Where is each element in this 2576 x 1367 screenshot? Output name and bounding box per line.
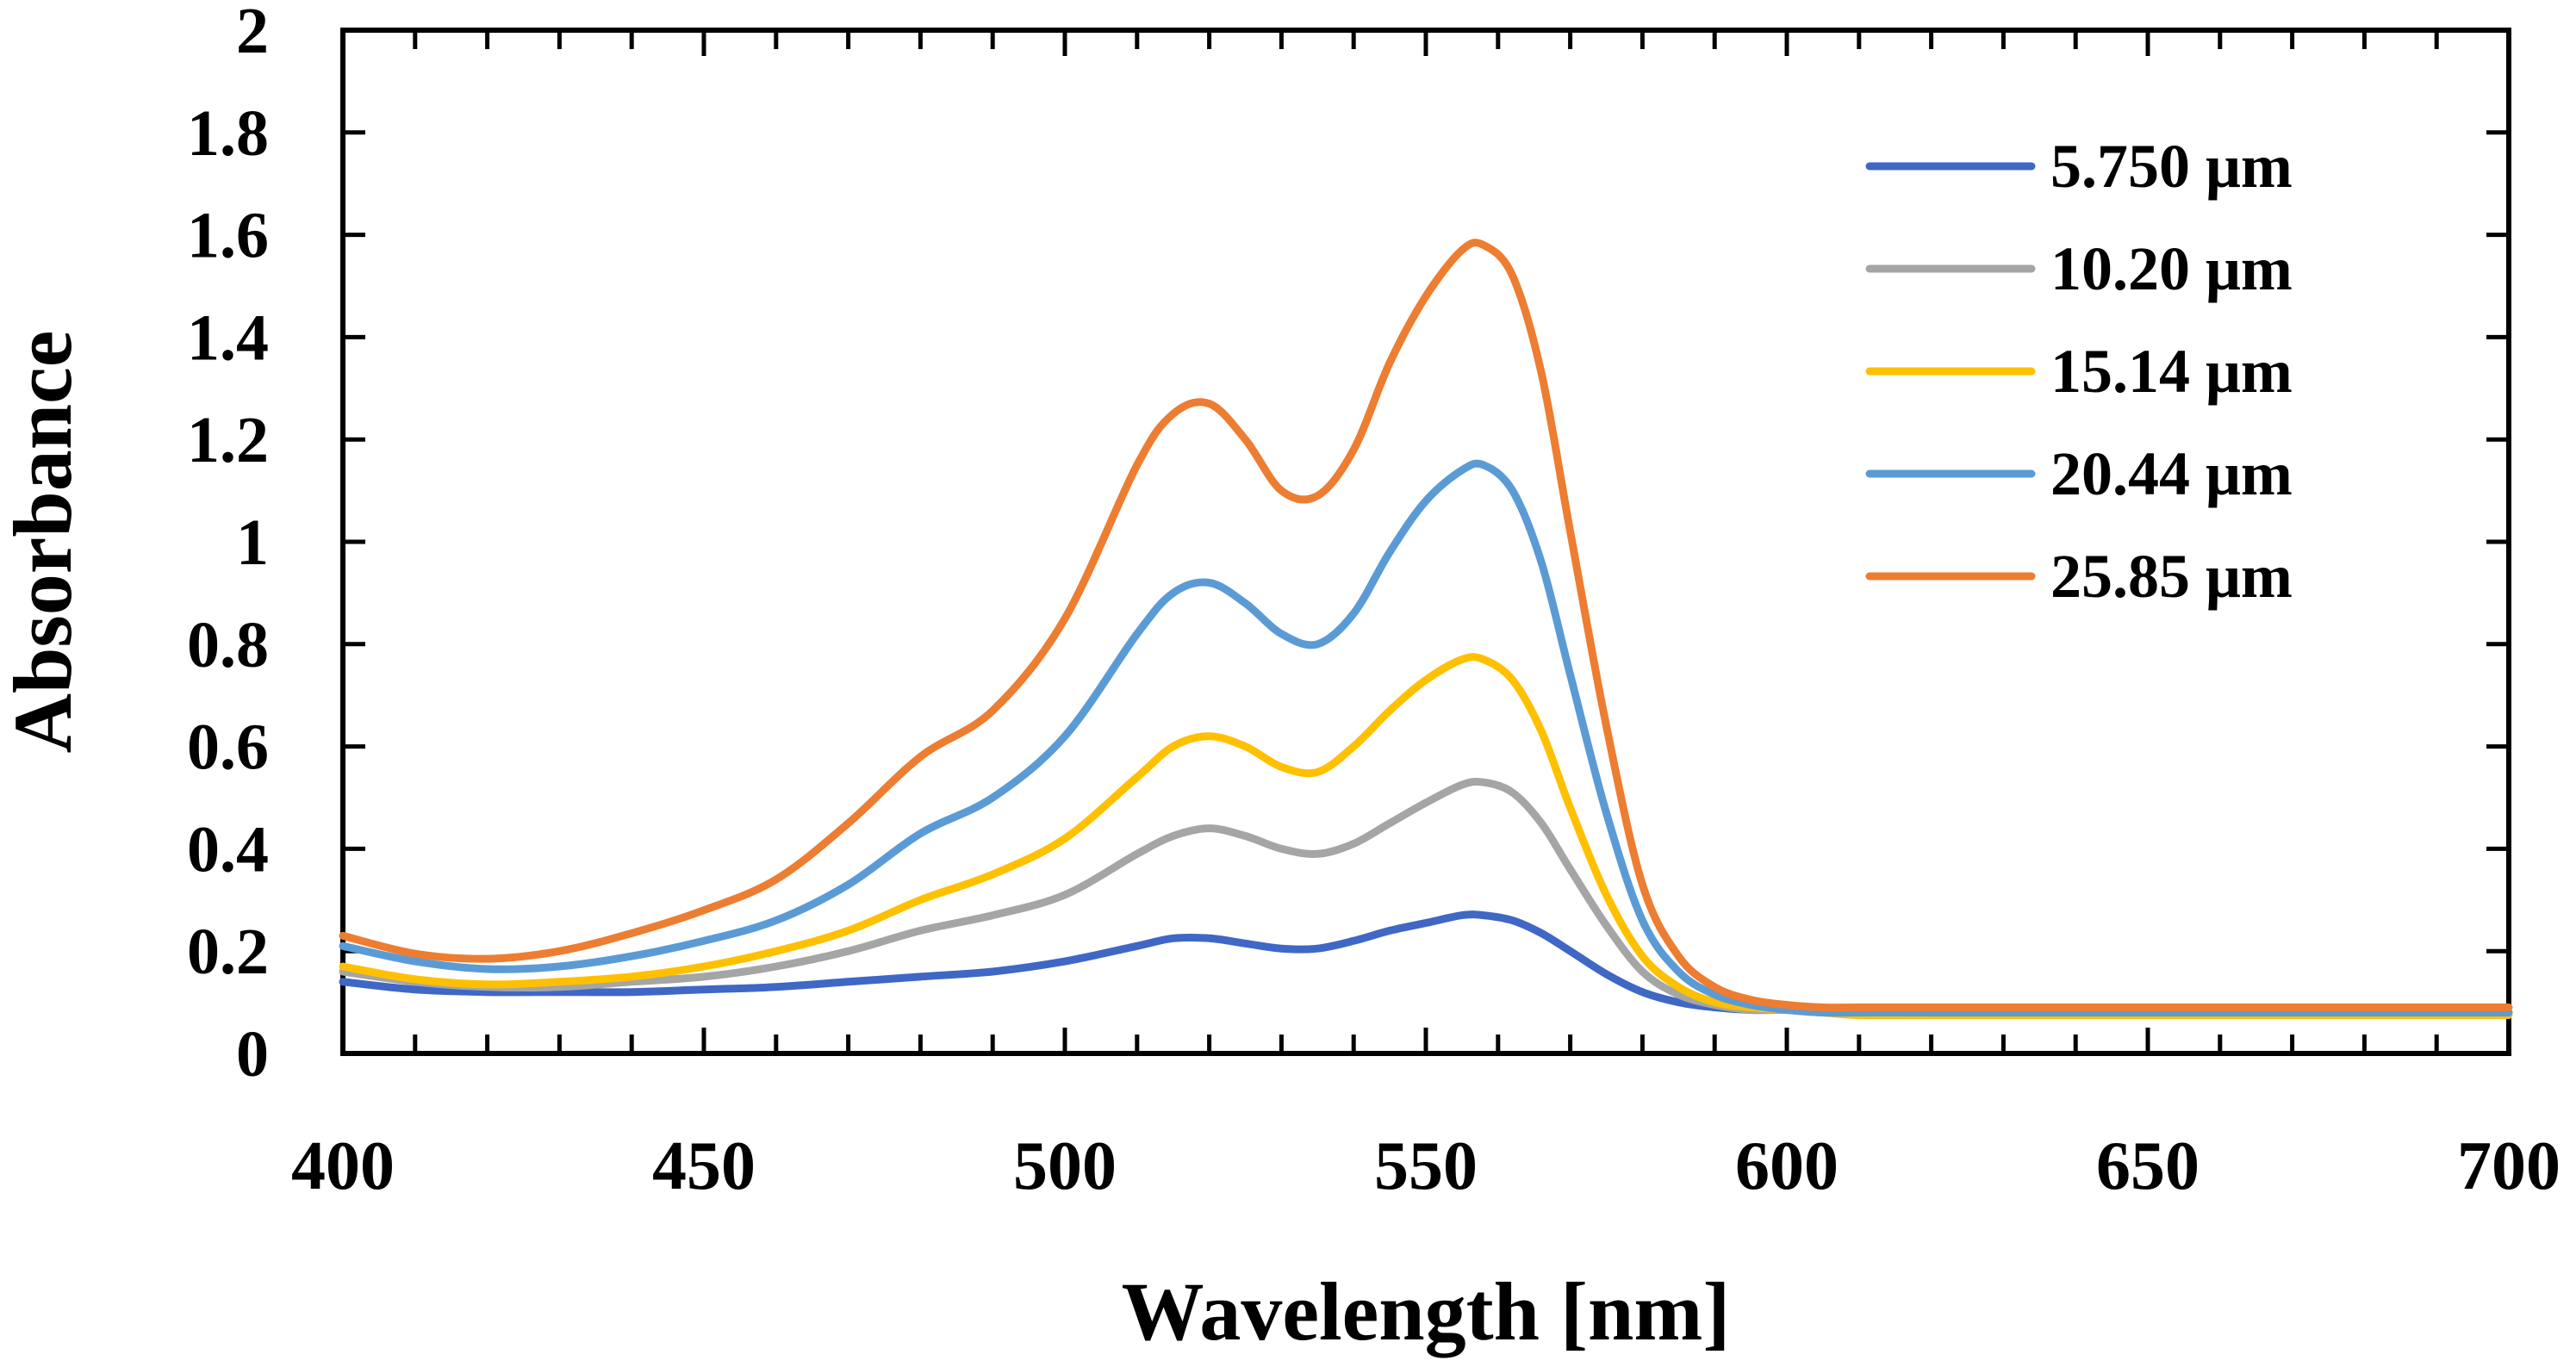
x-axis-ticks: 400 450 500 550 600 650 700 [291,30,2560,1204]
legend-item: 25.85 μm [1865,542,2293,611]
legend-label: 10.20 μm [2050,234,2293,303]
legend-label: 20.44 μm [2050,439,2293,508]
legend-label: 5.750 μm [2050,132,2293,201]
series-line-3 [339,653,2513,1020]
legend: 5.750 μm 10.20 μm 15.14 μm 20.44 μm 25.85 μm [1865,132,2293,611]
y-tick-label: 0 [236,1018,269,1090]
y-tick-label: 0.4 [187,813,269,885]
x-tick-label: 450 [652,1128,756,1204]
x-axis-label: Wavelength [nm] [1122,1265,1731,1358]
legend-label: 25.85 μm [2050,542,2293,611]
x-tick-label: 400 [291,1128,395,1204]
y-tick-label: 1.6 [187,200,269,272]
y-tick-label: 0.6 [187,711,269,784]
series-lines [339,239,2513,1020]
y-axis-label: Absorbance [0,331,89,754]
series-line-2 [339,777,2513,1017]
series-line-1 [339,910,2513,1017]
legend-item: 20.44 μm [1865,439,2293,508]
series-line-4 [339,459,2513,1017]
legend-item: 15.14 μm [1865,337,2293,406]
legend-item: 5.750 μm [1865,132,2293,201]
y-axis-ticks: 0 0.2 0.4 0.6 0.8 1 1.2 1.4 1.6 1.8 2 [187,0,2509,1090]
y-tick-label: 0.8 [187,609,269,681]
y-tick-label: 1 [236,506,269,579]
x-tick-label: 500 [1013,1128,1117,1204]
y-tick-label: 0.2 [187,916,269,988]
legend-label: 15.14 μm [2050,337,2293,406]
y-tick-label: 2 [236,0,269,67]
series-line-5 [339,239,2513,1012]
y-tick-label: 1.8 [187,97,269,170]
y-tick-label: 1.4 [187,301,269,374]
y-tick-label: 1.2 [187,404,269,476]
x-tick-label: 650 [2096,1128,2200,1204]
legend-item: 10.20 μm [1865,234,2293,303]
x-tick-label: 600 [1735,1128,1839,1204]
x-tick-label: 550 [1374,1128,1478,1204]
x-tick-label: 700 [2457,1128,2560,1204]
